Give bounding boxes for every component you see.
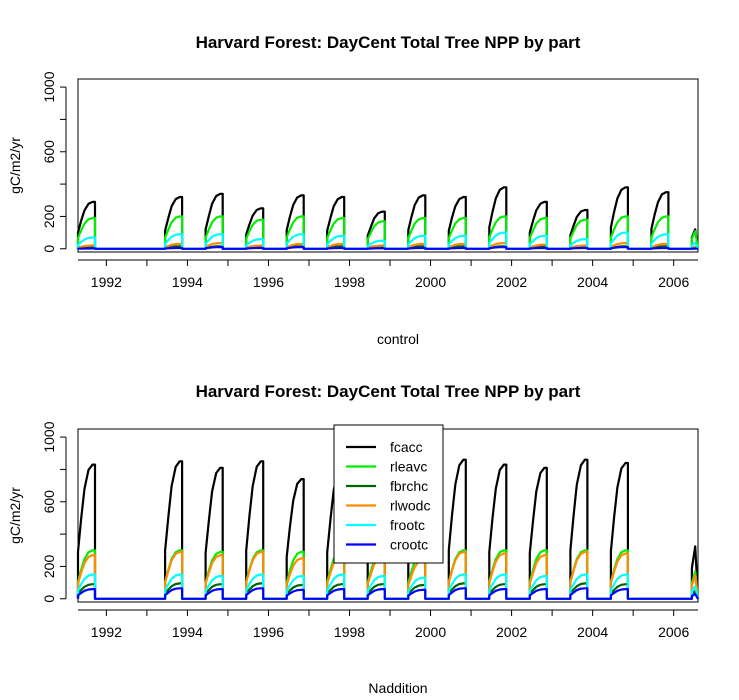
panel-control: Harvard Forest: DayCent Total Tree NPP b… [7, 33, 700, 347]
x-tick-label: 1996 [253, 624, 284, 640]
x-tick-label: 2000 [415, 274, 446, 290]
x-tick-label: 1994 [172, 624, 203, 640]
legend-label-rlwodc: rlwodc [390, 498, 430, 514]
legend-label-rleavc: rleavc [390, 459, 427, 475]
y-tick-label: 200 [41, 555, 57, 579]
legend-label-crootc: crootc [390, 537, 428, 553]
chart-title: Harvard Forest: DayCent Total Tree NPP b… [196, 382, 581, 401]
series-line-crootc [76, 587, 699, 600]
legend-label-fcacc: fcacc [390, 439, 423, 455]
x-tick-label: 2004 [577, 274, 608, 290]
x-tick-label: 1996 [253, 274, 284, 290]
x-tick-label: 2004 [577, 624, 608, 640]
x-tick-label: 2006 [658, 624, 689, 640]
y-tick-label: 1000 [41, 71, 57, 102]
y-tick-label: 0 [41, 245, 57, 253]
x-tick-label: 1992 [91, 624, 122, 640]
y-tick-label: 200 [41, 205, 57, 229]
series-line-fcacc [76, 186, 700, 250]
chart-title: Harvard Forest: DayCent Total Tree NPP b… [196, 33, 581, 52]
y-tick-label: 1000 [41, 421, 57, 452]
x-tick-label: 2002 [496, 624, 527, 640]
y-tick-label: 600 [41, 140, 57, 164]
x-tick-label: 1994 [172, 274, 203, 290]
x-tick-label: 2000 [415, 624, 446, 640]
series-line-frootc [76, 573, 700, 600]
x-axis-label: control [377, 331, 419, 347]
y-tick-label: 0 [41, 595, 57, 603]
x-tick-label: 2006 [658, 274, 689, 290]
x-tick-label: 1992 [91, 274, 122, 290]
y-axis-label: gC/m2/yr [7, 137, 23, 194]
legend-label-fbrchc: fbrchc [390, 478, 428, 494]
legend-label-frootc: frootc [390, 517, 425, 533]
x-tick-label: 1998 [334, 274, 365, 290]
y-tick-label: 600 [41, 490, 57, 514]
series-line-crootc [76, 246, 699, 250]
y-axis-label: gC/m2/yr [7, 487, 23, 544]
x-tick-label: 1998 [334, 624, 365, 640]
x-axis-label: Naddition [368, 680, 427, 696]
panel-naddition: Harvard Forest: DayCent Total Tree NPP b… [7, 382, 700, 696]
plot-frame [77, 78, 699, 253]
x-tick-label: 2002 [496, 274, 527, 290]
